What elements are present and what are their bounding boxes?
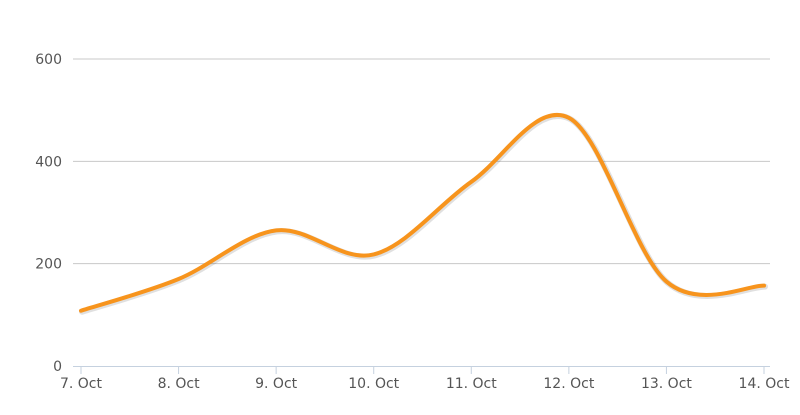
x-tick-label: 10. Oct: [348, 376, 399, 392]
series-line[interactable]: [79, 113, 766, 313]
y-tick-label: 200: [35, 257, 62, 273]
x-tick-label: 12. Oct: [543, 376, 594, 392]
data-point[interactable]: [174, 274, 184, 284]
x-tick-label: 8. Oct: [158, 376, 201, 392]
x-axis: 7. Oct 8. Oct 9. Oct 10. Oct 11. Oct 12. Oct 1…: [60, 366, 790, 392]
y-tick-label: 600: [35, 52, 62, 68]
data-point[interactable]: [369, 249, 379, 259]
data-point[interactable]: [661, 277, 671, 287]
x-tick-label: 11. Oct: [446, 376, 497, 392]
x-tick-label: 14. Oct: [739, 376, 790, 392]
data-point[interactable]: [271, 225, 281, 235]
x-tick-label: 13. Oct: [641, 376, 692, 392]
series-layer: [76, 113, 769, 316]
grid-layer: [73, 58, 770, 265]
data-point[interactable]: [76, 306, 86, 316]
y-axis: 0 200 400 600: [35, 52, 62, 375]
y-tick-label: 400: [35, 154, 62, 170]
x-tick-label: 7. Oct: [60, 376, 103, 392]
data-point[interactable]: [466, 177, 476, 187]
data-point[interactable]: [564, 113, 574, 123]
y-tick-label: 0: [53, 359, 62, 375]
x-tick-label: 9. Oct: [255, 376, 298, 392]
data-point[interactable]: [759, 281, 769, 291]
